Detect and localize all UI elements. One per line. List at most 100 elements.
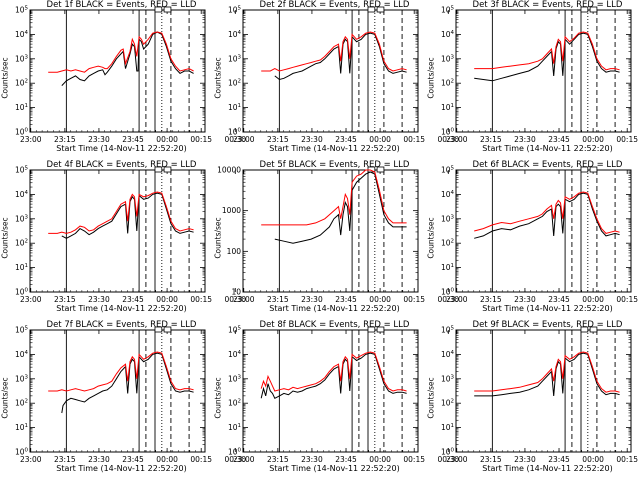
panel-title: Det 4f BLACK = Events, RED = LLD [46, 160, 197, 170]
x-tick-label: 23:15 [54, 135, 76, 144]
x-tick-label: 23:45 [548, 455, 570, 464]
series-lld [48, 351, 194, 392]
panel-det-2: 100 101 102 103 104 105 23:00 23:15 23:30 23:45 00… [213, 0, 460, 160]
x-tick-label: 23:00 [20, 455, 42, 464]
plot-frame [29, 9, 206, 133]
x-tick-label: 23:30 [514, 295, 536, 304]
y-tick-label: 103 [228, 374, 242, 383]
panel-title: Det 5f BLACK = Events, RED = LLD [259, 160, 410, 170]
x-tick-label: 23:00 [446, 295, 468, 304]
y-tick-label: 105 [228, 326, 242, 335]
series-lld [48, 191, 194, 234]
panel-det-5: 10 100 1000 10000 23:00 23:15 23:30 23:45 00:00 0… [213, 160, 460, 320]
x-tick-label: 00:30 [437, 455, 459, 464]
x-tick-label: 23:00 [20, 135, 42, 144]
y-tick-label: 100 [441, 448, 455, 457]
top-box-marker [376, 6, 385, 13]
series-events [474, 192, 620, 239]
y-tick-label: 102 [15, 79, 28, 88]
panel-title: Det 9f BLACK = Events, RED = LLD [472, 320, 623, 330]
panel-title: Det 7f BLACK = Events, RED = LLD [46, 320, 197, 330]
series-lld [261, 31, 407, 72]
y-tick-label: 100 [227, 247, 242, 256]
x-tick-label: 00:00 [369, 295, 391, 304]
x-tick-label: 23:45 [335, 455, 357, 464]
panel-plot-3: 100 101 102 103 104 105 23:00 23:15 23:30 23:45 00… [441, 6, 638, 145]
y-tick-label: 100 [15, 448, 29, 457]
y-tick-label: 105 [228, 6, 242, 15]
series-events [260, 352, 407, 399]
panel-det-1: 100 101 102 103 104 105 23:00 23:15 23:30 23:45 00… [0, 0, 247, 160]
x-tick-label: 23:45 [335, 295, 357, 304]
panel-title: Det 8f BLACK = Events, RED = LLD [259, 320, 410, 330]
x-tick-label: 23:30 [88, 455, 110, 464]
y-tick-label: 10000 [217, 166, 241, 175]
top-box-marker [154, 326, 163, 333]
plot-frame [242, 169, 419, 293]
panel-plot-7: 100 101 102 103 104 105 23:00 23:15 23:30 23:45 00… [15, 326, 246, 465]
y-tick-label: 103 [15, 374, 29, 383]
x-axis-label: Start Time (14-Nov-11 22:52:20) [56, 144, 187, 153]
series-events [274, 32, 407, 81]
x-tick-label: 00:30 [437, 135, 459, 144]
x-tick-label: 00:00 [156, 295, 178, 304]
x-tick-label: 23:45 [548, 135, 570, 144]
x-tick-label: 23:15 [480, 455, 502, 464]
y-tick-label: 104 [441, 30, 455, 39]
panel-plot-1: 100 101 102 103 104 105 23:00 23:15 23:30 23:45 00… [15, 6, 246, 145]
series-lld [474, 191, 620, 234]
series-lld [48, 31, 194, 73]
x-tick-label: 23:30 [301, 295, 323, 304]
plot-frame [455, 9, 632, 133]
panel-plot-5: 10 100 1000 10000 23:00 23:15 23:30 23:45 00:00 0… [217, 166, 459, 305]
panel-plot-9: 100 101 102 103 104 105 23:00 23:15 23:30 23:45 00… [441, 326, 638, 465]
x-tick-label: 23:30 [88, 295, 110, 304]
y-tick-label: 102 [441, 239, 454, 248]
panel-det-4: 100 101 102 103 104 105 23:00 23:15 23:30 23:45 00… [0, 160, 247, 320]
top-box-marker [589, 6, 598, 13]
x-tick-label: 23:15 [54, 295, 76, 304]
y-tick-label: 101 [441, 103, 454, 112]
y-tick-label: 101 [228, 103, 241, 112]
y-tick-label: 1000 [222, 206, 241, 215]
y-tick-label: 101 [15, 263, 28, 272]
series-lld [474, 351, 620, 393]
top-box-marker [163, 166, 172, 173]
x-tick-label: 23:00 [446, 455, 468, 464]
x-axis-label: Start Time (14-Nov-11 22:52:20) [269, 304, 400, 313]
panel-plot-2: 100 101 102 103 104 105 23:00 23:15 23:30 23:45 00… [228, 6, 459, 145]
x-tick-label: 23:30 [301, 455, 323, 464]
y-tick-label: 101 [441, 263, 454, 272]
y-tick-label: 104 [15, 30, 29, 39]
panel-plot-4: 100 101 102 103 104 105 23:00 23:15 23:30 23:45 00… [15, 166, 246, 305]
x-axis-label: Start Time (14-Nov-11 22:52:20) [482, 464, 613, 473]
plot-frame [455, 329, 632, 453]
x-tick-label: 00:15 [616, 135, 638, 144]
x-tick-label: 23:45 [548, 295, 570, 304]
y-tick-label: 102 [441, 399, 454, 408]
x-tick-label: 00:15 [616, 295, 638, 304]
x-axis-label: Start Time (14-Nov-11 22:52:20) [56, 464, 187, 473]
top-box-marker [376, 166, 385, 173]
plot-frame [242, 329, 419, 453]
x-tick-label: 23:15 [267, 295, 289, 304]
top-box-marker [580, 326, 589, 333]
x-tick-label: 23:15 [480, 135, 502, 144]
y-tick-label: 102 [15, 239, 28, 248]
y-tick-label: 104 [441, 190, 455, 199]
x-tick-label: 23:30 [301, 135, 323, 144]
series-events [61, 192, 194, 239]
y-tick-label: 104 [228, 30, 242, 39]
x-tick-label: 00:00 [156, 455, 178, 464]
x-tick-label: 23:30 [88, 135, 110, 144]
y-tick-label: 102 [228, 399, 241, 408]
x-tick-label: 00:00 [582, 135, 604, 144]
panel-det-7: 100 101 102 103 104 105 23:00 23:15 23:30 23:45 00… [0, 320, 247, 480]
x-axis-label: Start Time (14-Nov-11 22:52:20) [269, 144, 400, 153]
panel-det-9: 100 101 102 103 104 105 23:00 23:15 23:30 23:45 00… [426, 320, 639, 480]
top-box-marker [580, 6, 589, 13]
x-tick-label: 23:00 [20, 295, 42, 304]
x-tick-label: 23:15 [480, 295, 502, 304]
x-tick-label: 00:30 [437, 295, 459, 304]
y-tick-label: 101 [15, 103, 28, 112]
